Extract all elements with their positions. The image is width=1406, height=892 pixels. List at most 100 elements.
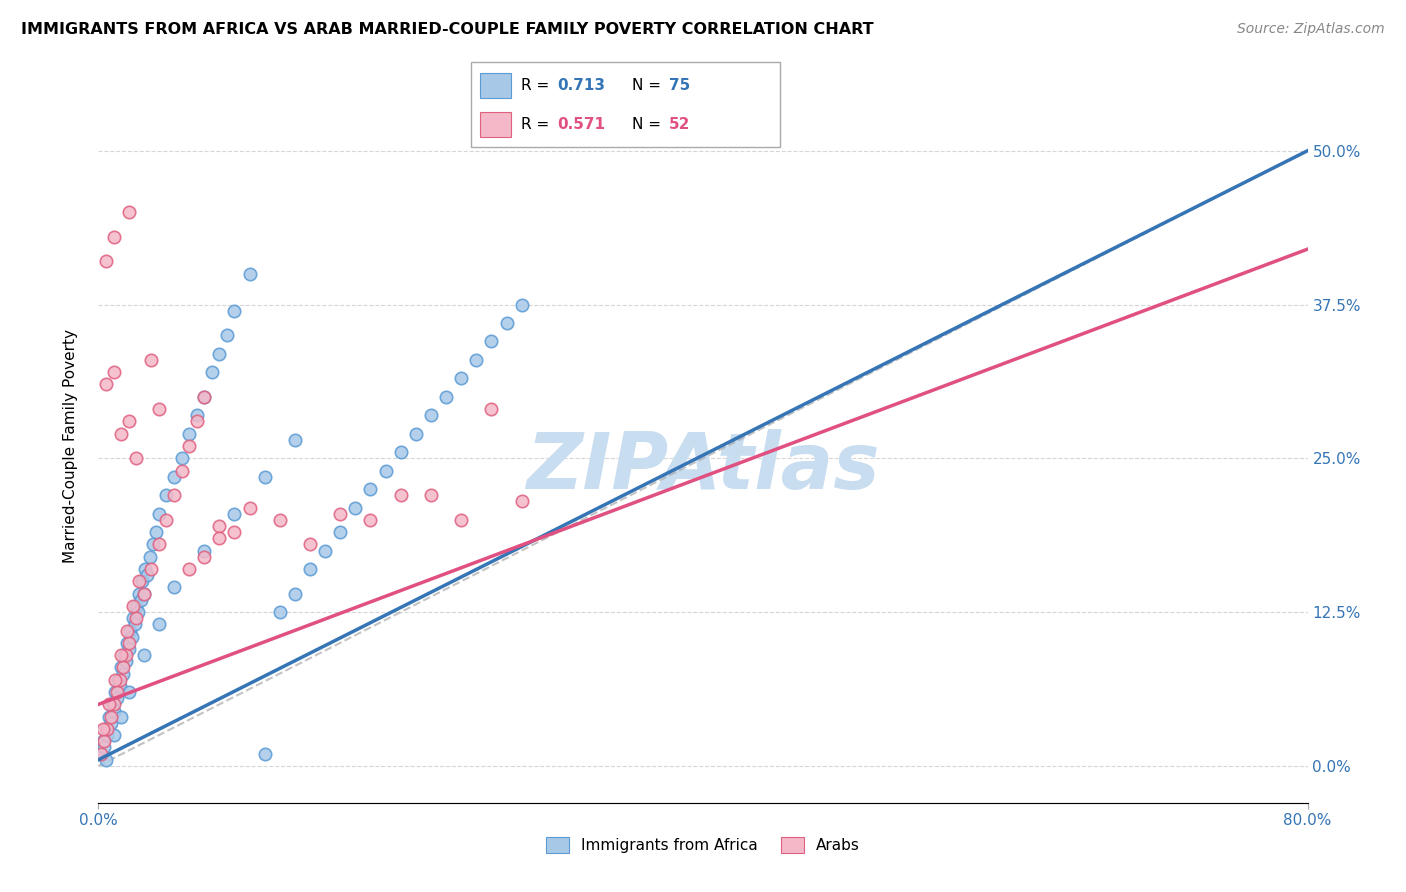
Point (112, 648, 135, 662)
Text: 75: 75 (669, 78, 690, 93)
Point (420, 488, 443, 502)
Point (120, 624, 142, 638)
Point (299, 562, 322, 576)
Point (145, 525, 167, 540)
Point (111, 660, 134, 674)
Point (450, 513, 472, 527)
Point (129, 592, 152, 607)
Point (344, 500, 367, 515)
Point (115, 636, 138, 650)
Point (103, 704, 125, 718)
Point (128, 587, 150, 601)
Point (94, 722, 117, 736)
Point (114, 648, 136, 662)
Point (124, 617, 146, 632)
Point (100, 709, 122, 723)
Point (105, 685, 128, 699)
Point (91, 722, 114, 736)
Point (91, 734, 114, 748)
Point (110, 426, 132, 441)
Point (329, 525, 352, 540)
Text: 0.713: 0.713 (558, 78, 606, 93)
Point (208, 347, 231, 361)
Point (481, 334, 503, 349)
Point (155, 513, 177, 527)
Point (108, 679, 131, 693)
Point (224, 525, 246, 540)
Point (132, 587, 155, 601)
Point (127, 605, 149, 619)
Point (132, 648, 155, 662)
Point (90, 747, 112, 761)
Point (155, 488, 177, 502)
Point (253, 747, 276, 761)
Point (141, 562, 163, 576)
Point (118, 205, 141, 219)
Point (118, 414, 141, 428)
Point (93, 734, 115, 748)
Point (139, 549, 162, 564)
Point (269, 605, 291, 619)
Point (132, 587, 155, 601)
Point (125, 611, 148, 625)
Point (253, 469, 276, 483)
Point (163, 488, 186, 502)
Point (201, 365, 224, 379)
Point (148, 617, 170, 632)
Text: Source: ZipAtlas.com: Source: ZipAtlas.com (1237, 22, 1385, 37)
Point (284, 587, 307, 601)
Point (510, 297, 533, 311)
Y-axis label: Married-Couple Family Poverty: Married-Couple Family Poverty (63, 329, 77, 563)
Point (450, 371, 472, 385)
Point (135, 568, 157, 582)
Point (141, 352, 163, 367)
Point (215, 328, 238, 343)
Point (148, 537, 170, 551)
Point (118, 642, 141, 657)
Text: 0.571: 0.571 (558, 117, 606, 132)
Point (134, 562, 156, 576)
Point (98, 709, 121, 723)
Text: N =: N = (631, 78, 665, 93)
Point (179, 426, 201, 441)
Point (481, 402, 503, 417)
Point (98, 698, 121, 712)
Point (193, 390, 215, 404)
Point (186, 414, 208, 428)
Point (103, 230, 125, 244)
Point (103, 728, 125, 742)
Point (434, 390, 457, 404)
Point (107, 673, 129, 687)
Point (224, 507, 246, 521)
FancyBboxPatch shape (471, 62, 780, 147)
Point (94, 753, 117, 767)
Point (186, 409, 208, 423)
Point (314, 543, 336, 558)
Text: R =: R = (520, 117, 554, 132)
Point (101, 698, 124, 712)
Point (90, 747, 112, 761)
Point (170, 464, 193, 478)
Point (111, 666, 134, 681)
Point (110, 660, 132, 674)
Text: N =: N = (631, 117, 665, 132)
Point (389, 445, 412, 459)
Point (360, 482, 382, 496)
Text: R =: R = (520, 78, 554, 93)
Point (103, 698, 125, 712)
Point (405, 426, 427, 441)
Point (122, 611, 145, 625)
Point (142, 537, 165, 551)
Point (104, 685, 127, 699)
Point (148, 402, 170, 417)
Point (208, 531, 231, 545)
Point (329, 507, 352, 521)
Point (114, 654, 136, 668)
Point (163, 581, 186, 595)
Point (284, 433, 307, 447)
Point (110, 709, 132, 723)
Point (495, 316, 517, 330)
Point (121, 630, 143, 644)
Point (269, 513, 291, 527)
Point (96, 722, 118, 736)
